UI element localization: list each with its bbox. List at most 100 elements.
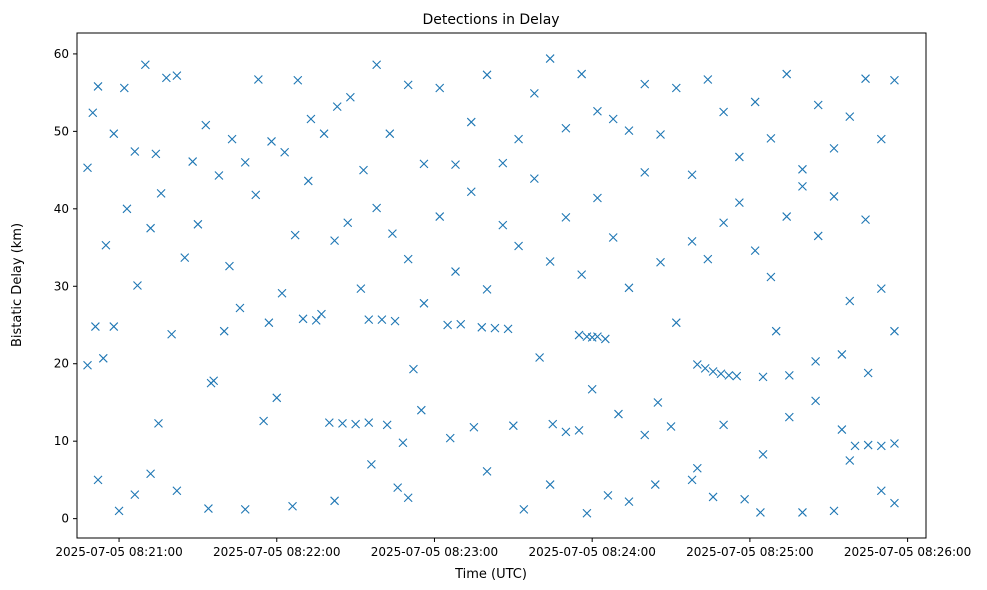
data-point <box>330 496 339 506</box>
data-point <box>519 504 529 514</box>
data-point <box>419 298 429 308</box>
data-point <box>593 106 602 116</box>
data-point <box>172 71 182 80</box>
data-point <box>306 114 316 124</box>
data-point <box>876 441 886 451</box>
data-point <box>93 475 103 485</box>
data-point <box>188 157 198 166</box>
data-point <box>587 384 597 394</box>
data-point <box>784 370 794 380</box>
data-point <box>332 102 342 111</box>
y-tick-label: 40 <box>54 202 69 216</box>
data-point <box>703 75 713 84</box>
data-point <box>345 92 355 102</box>
data-point <box>253 75 263 84</box>
data-point <box>732 371 742 381</box>
y-axis-label: Bistatic Delay (km) <box>10 223 25 347</box>
data-point <box>545 480 555 489</box>
data-point <box>529 89 539 98</box>
data-point <box>766 133 776 143</box>
data-point <box>219 326 229 336</box>
data-point <box>545 54 555 63</box>
data-point <box>364 418 374 427</box>
data-point <box>251 190 261 200</box>
data-point <box>640 79 650 89</box>
data-point <box>372 60 382 70</box>
data-point <box>390 316 400 326</box>
data-point <box>813 231 823 241</box>
data-point <box>782 212 792 221</box>
x-tick-label: 2025-07-05 08:22:00 <box>213 545 340 559</box>
data-point <box>750 246 760 256</box>
data-point <box>359 165 368 175</box>
data-point <box>445 433 455 443</box>
data-point <box>561 123 571 133</box>
data-point <box>876 134 886 144</box>
data-point <box>577 69 587 79</box>
data-point <box>133 281 142 290</box>
data-point <box>469 422 479 432</box>
data-point <box>561 427 571 437</box>
data-point <box>687 475 697 485</box>
data-point <box>719 107 728 117</box>
data-point <box>890 75 899 85</box>
data-point <box>172 486 182 496</box>
data-point <box>535 353 545 362</box>
data-point <box>890 498 899 508</box>
data-point <box>272 393 282 403</box>
data-point <box>766 272 776 282</box>
data-point <box>614 409 623 419</box>
data-point <box>303 176 313 186</box>
data-point <box>119 83 129 93</box>
data-point <box>466 187 476 197</box>
data-point <box>403 493 413 503</box>
data-point <box>890 326 899 336</box>
data-point <box>201 120 211 130</box>
data-point <box>288 501 297 511</box>
data-point <box>364 315 374 324</box>
data-point <box>876 284 886 293</box>
data-point <box>451 267 460 276</box>
x-tick-label: 2025-07-05 08:25:00 <box>686 545 813 559</box>
x-tick-label: 2025-07-05 08:24:00 <box>528 545 655 559</box>
data-point <box>377 315 387 324</box>
data-point <box>393 483 403 493</box>
data-point <box>784 412 794 422</box>
data-point <box>227 134 237 144</box>
x-axis: 2025-07-05 08:21:00 2025-07-05 08:22:00 20… <box>55 538 971 559</box>
data-point <box>130 147 140 156</box>
x-tick-label: 2025-07-05 08:26:00 <box>844 545 971 559</box>
data-point <box>656 130 665 139</box>
data-point <box>338 418 347 428</box>
data-point <box>545 257 555 266</box>
data-point <box>861 74 870 84</box>
x-tick-label: 2025-07-05 08:23:00 <box>371 545 498 559</box>
data-point <box>811 357 820 366</box>
data-point <box>782 69 792 79</box>
data-point <box>758 449 768 459</box>
data-point <box>267 137 276 146</box>
data-point <box>156 188 166 198</box>
chart-title: Detections in Delay <box>422 12 559 28</box>
data-point <box>161 73 171 83</box>
data-point <box>514 134 523 144</box>
data-point <box>890 439 899 448</box>
data-point <box>716 369 726 379</box>
data-point <box>577 270 587 280</box>
data-point <box>311 315 321 325</box>
data-point <box>837 425 847 434</box>
plot-area <box>76 32 927 539</box>
data-point <box>240 157 250 167</box>
data-point <box>259 416 269 426</box>
data-point <box>498 158 508 168</box>
data-point <box>109 322 119 331</box>
data-point <box>317 309 326 319</box>
data-point <box>624 126 634 135</box>
data-point <box>351 419 361 429</box>
data-point <box>750 97 760 107</box>
y-tick-label: 10 <box>54 434 69 448</box>
data-point <box>385 129 395 139</box>
data-point <box>861 215 870 225</box>
data-point <box>477 322 487 332</box>
